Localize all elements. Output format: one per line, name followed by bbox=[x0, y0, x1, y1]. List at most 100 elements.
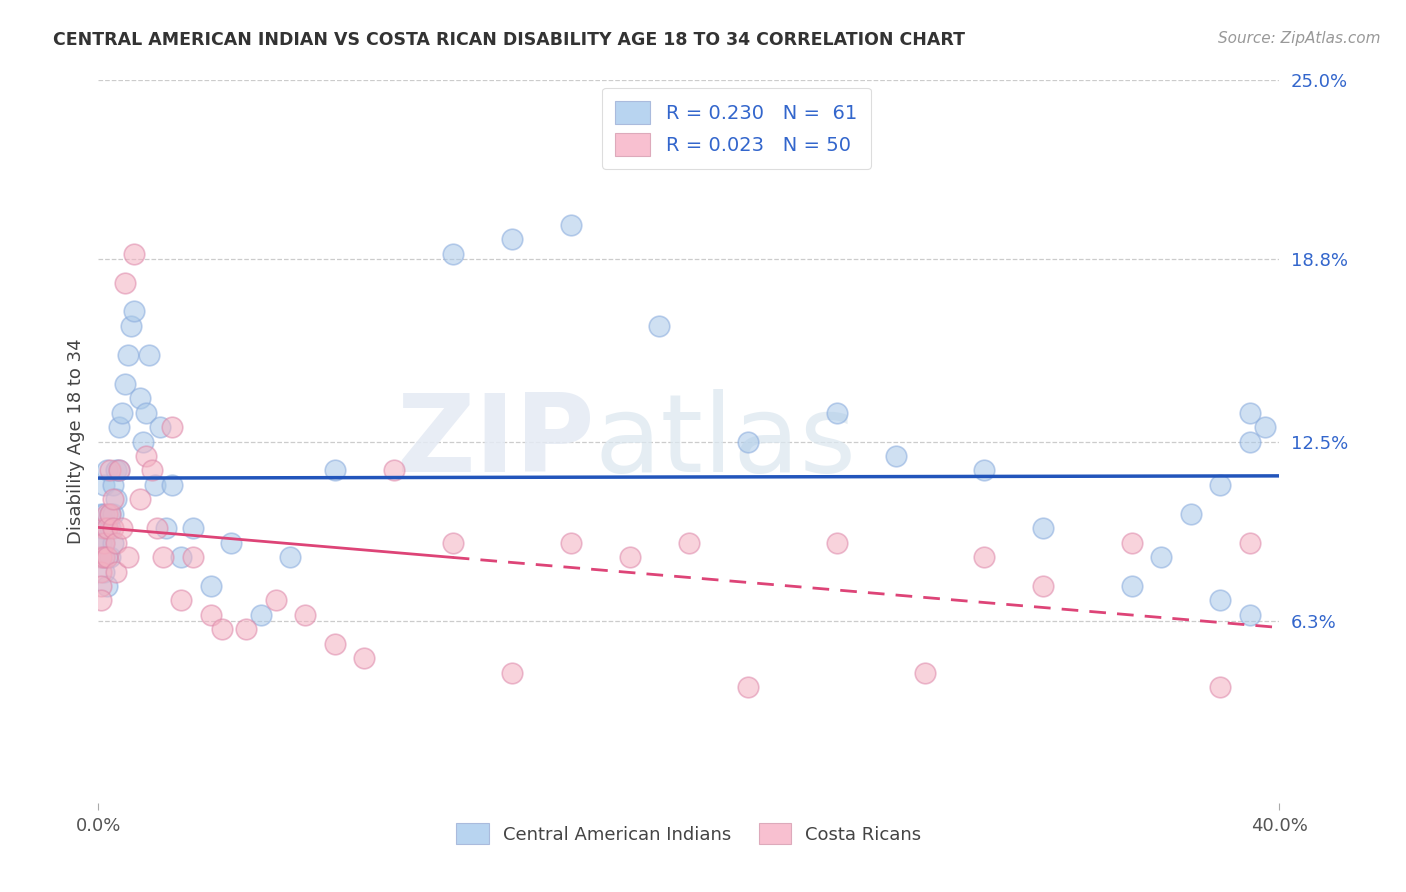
Point bbox=[122, 246, 145, 260]
Point bbox=[96, 521, 118, 535]
Point bbox=[98, 463, 121, 477]
Point bbox=[128, 391, 150, 405]
Point bbox=[323, 637, 346, 651]
Point bbox=[149, 420, 172, 434]
Point bbox=[501, 665, 523, 680]
Point bbox=[108, 463, 131, 477]
Text: atlas: atlas bbox=[595, 389, 856, 494]
Point bbox=[441, 535, 464, 549]
Point bbox=[128, 492, 150, 507]
Point bbox=[1239, 607, 1261, 622]
Point bbox=[117, 348, 139, 362]
Point bbox=[973, 550, 995, 565]
Point bbox=[1254, 420, 1277, 434]
Point bbox=[146, 521, 169, 535]
Point bbox=[103, 507, 125, 521]
Point bbox=[132, 434, 155, 449]
Point bbox=[825, 535, 848, 549]
Point bbox=[250, 607, 273, 622]
Point bbox=[1180, 507, 1202, 521]
Point bbox=[737, 680, 759, 694]
Point bbox=[111, 521, 134, 535]
Point bbox=[181, 521, 204, 535]
Y-axis label: Disability Age 18 to 34: Disability Age 18 to 34 bbox=[66, 339, 84, 544]
Point bbox=[103, 535, 125, 549]
Point bbox=[914, 665, 936, 680]
Text: Source: ZipAtlas.com: Source: ZipAtlas.com bbox=[1218, 31, 1381, 46]
Point bbox=[96, 507, 118, 521]
Text: CENTRAL AMERICAN INDIAN VS COSTA RICAN DISABILITY AGE 18 TO 34 CORRELATION CHART: CENTRAL AMERICAN INDIAN VS COSTA RICAN D… bbox=[53, 31, 966, 49]
Legend: Central American Indians, Costa Ricans: Central American Indians, Costa Ricans bbox=[449, 816, 929, 852]
Point bbox=[1032, 579, 1054, 593]
Point bbox=[103, 492, 125, 507]
Point bbox=[1239, 535, 1261, 549]
Point bbox=[105, 492, 128, 507]
Point bbox=[117, 550, 139, 565]
Point bbox=[973, 463, 995, 477]
Point bbox=[162, 478, 183, 492]
Point bbox=[96, 521, 118, 535]
Point bbox=[111, 406, 134, 420]
Point bbox=[135, 449, 157, 463]
Point bbox=[1209, 478, 1232, 492]
Point bbox=[120, 318, 142, 333]
Point bbox=[884, 449, 907, 463]
Text: ZIP: ZIP bbox=[396, 389, 595, 494]
Point bbox=[170, 593, 193, 607]
Point bbox=[152, 550, 174, 565]
Point bbox=[619, 550, 641, 565]
Point bbox=[138, 348, 160, 362]
Point bbox=[1032, 521, 1054, 535]
Point bbox=[90, 535, 112, 549]
Point bbox=[200, 607, 222, 622]
Point bbox=[90, 593, 112, 607]
Point bbox=[98, 550, 121, 565]
Point bbox=[143, 478, 166, 492]
Point bbox=[382, 463, 405, 477]
Point bbox=[105, 535, 128, 549]
Point bbox=[96, 579, 118, 593]
Point bbox=[737, 434, 759, 449]
Point bbox=[211, 623, 233, 637]
Point bbox=[96, 463, 118, 477]
Point bbox=[678, 535, 700, 549]
Point bbox=[108, 463, 131, 477]
Point bbox=[200, 579, 222, 593]
Point bbox=[93, 565, 115, 579]
Point bbox=[1121, 535, 1143, 549]
Point bbox=[135, 406, 157, 420]
Point bbox=[90, 579, 112, 593]
Point bbox=[105, 463, 128, 477]
Point bbox=[560, 218, 582, 232]
Point bbox=[103, 521, 125, 535]
Point bbox=[155, 521, 177, 535]
Point bbox=[98, 507, 121, 521]
Point bbox=[501, 232, 523, 246]
Point bbox=[181, 550, 204, 565]
Point bbox=[1209, 680, 1232, 694]
Point bbox=[1121, 579, 1143, 593]
Point bbox=[98, 507, 121, 521]
Point bbox=[648, 318, 671, 333]
Point bbox=[280, 550, 302, 565]
Point bbox=[323, 463, 346, 477]
Point bbox=[122, 304, 145, 318]
Point bbox=[93, 507, 115, 521]
Point bbox=[1239, 406, 1261, 420]
Point bbox=[90, 550, 112, 565]
Point bbox=[90, 507, 112, 521]
Point bbox=[1239, 434, 1261, 449]
Point bbox=[141, 463, 163, 477]
Point bbox=[93, 478, 115, 492]
Point bbox=[98, 521, 121, 535]
Point bbox=[825, 406, 848, 420]
Point bbox=[170, 550, 193, 565]
Point bbox=[93, 535, 115, 549]
Point bbox=[1209, 593, 1232, 607]
Point bbox=[90, 521, 112, 535]
Point bbox=[103, 478, 125, 492]
Point bbox=[105, 565, 128, 579]
Point bbox=[560, 535, 582, 549]
Point bbox=[108, 420, 131, 434]
Point bbox=[221, 535, 243, 549]
